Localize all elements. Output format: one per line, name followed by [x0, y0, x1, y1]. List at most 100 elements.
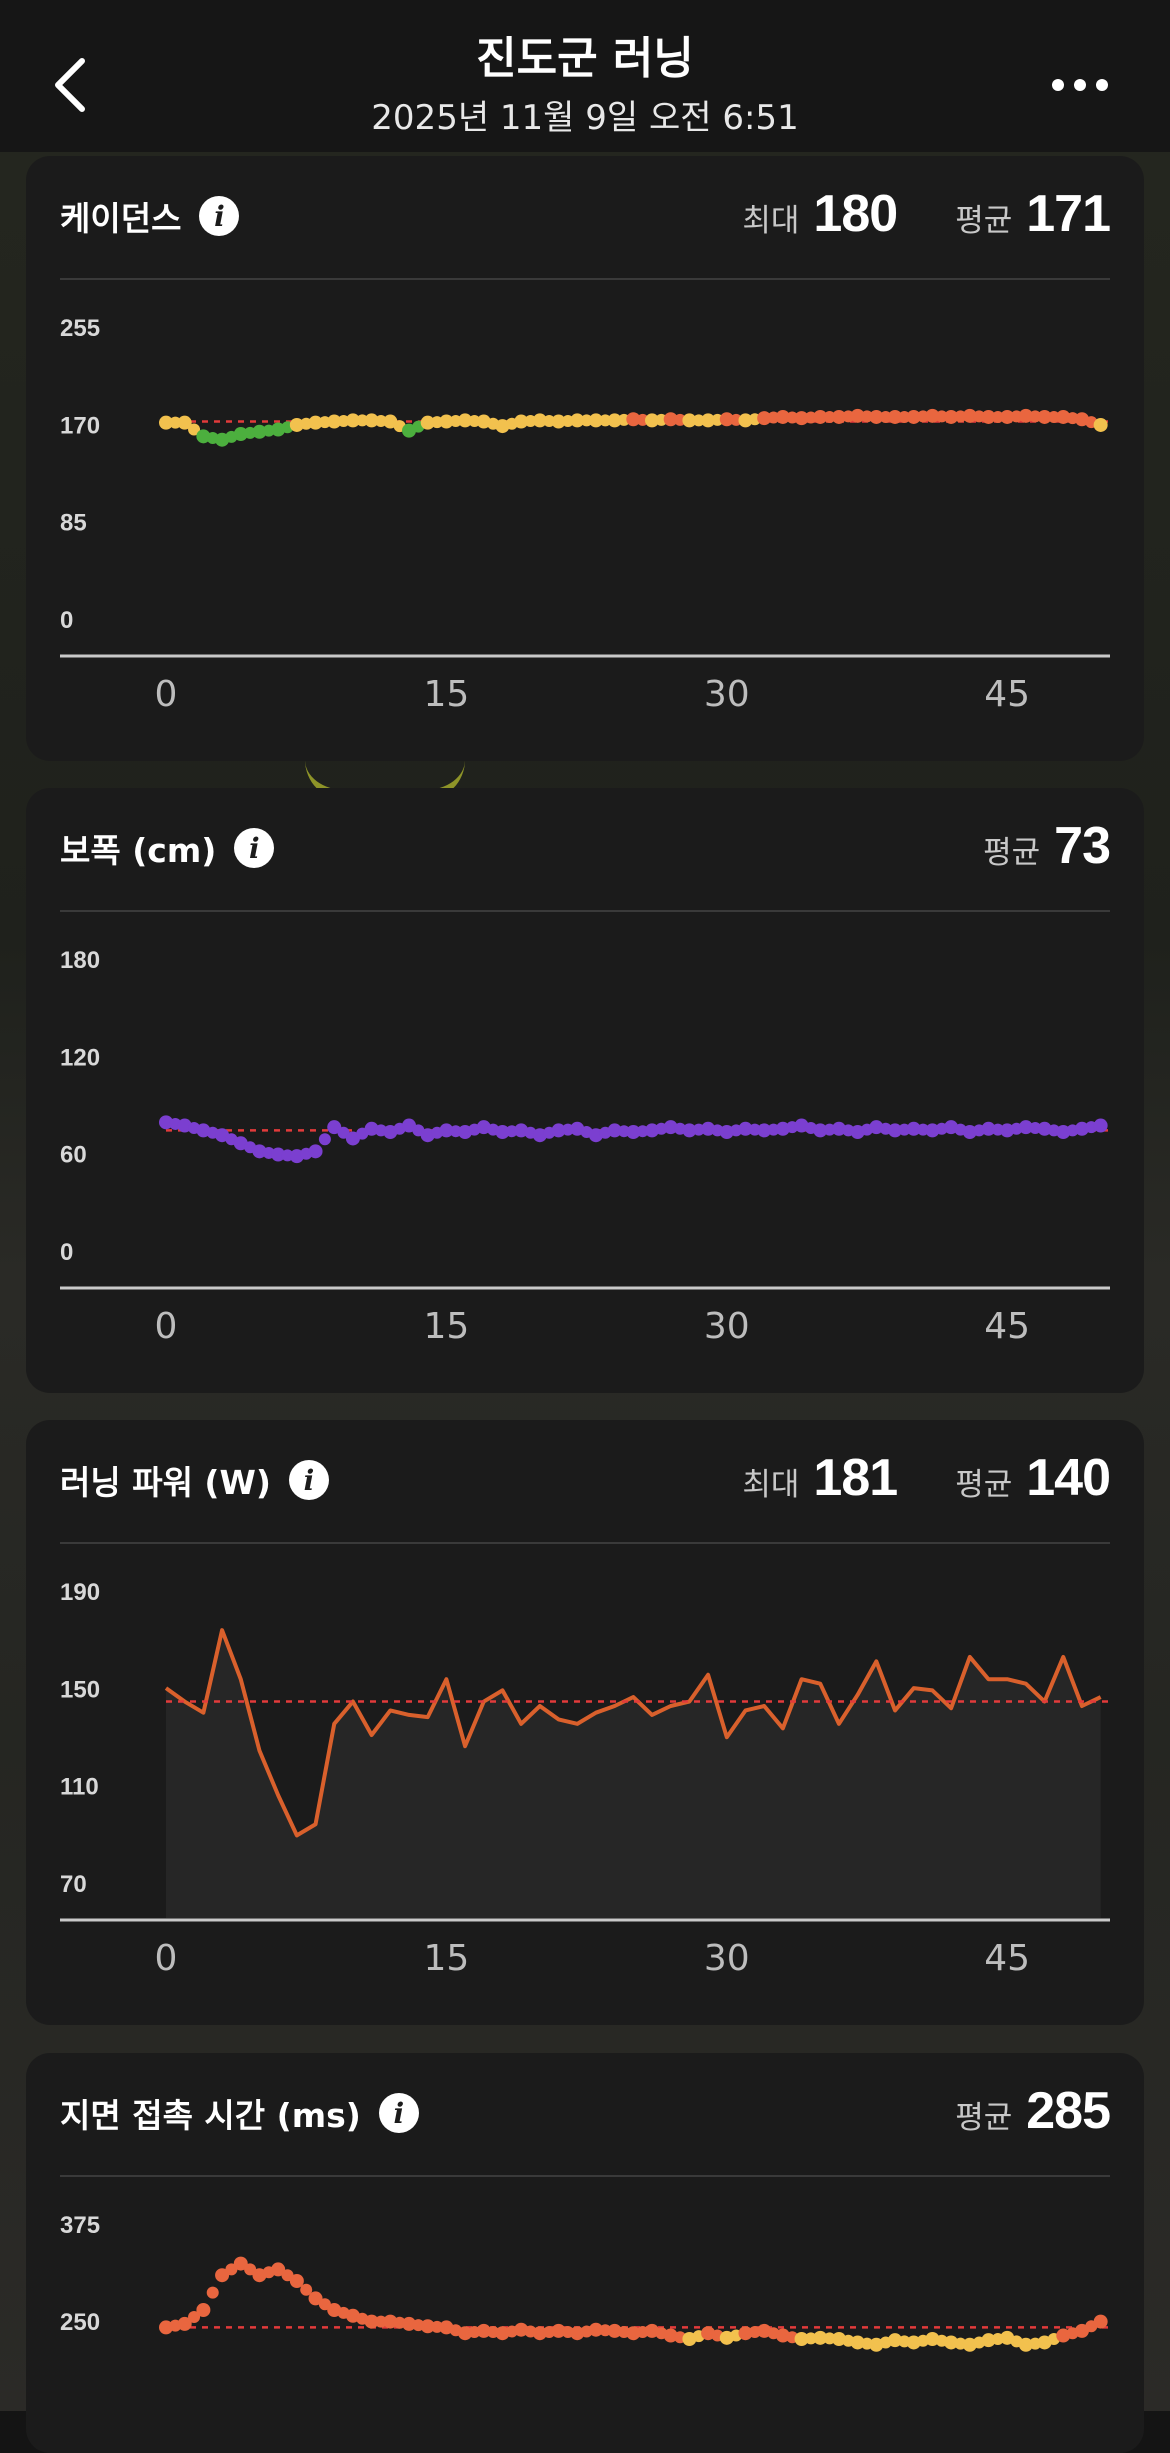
data-point [327, 1120, 342, 1135]
data-point [962, 408, 977, 423]
more-dot-icon [1096, 79, 1108, 91]
data-point [495, 2326, 510, 2341]
card-divider [60, 910, 1110, 912]
data-point [925, 408, 940, 423]
data-point [906, 409, 921, 424]
data-point [1056, 409, 1071, 424]
data-point [345, 413, 360, 428]
info-icon[interactable]: i [378, 2093, 419, 2133]
y-tick-label: 120 [60, 1044, 100, 1071]
stat-label-max: 최대 [742, 1467, 800, 1503]
data-point [289, 2274, 304, 2288]
y-tick-label: 0 [60, 607, 73, 634]
info-icon[interactable]: i [288, 1460, 329, 1500]
x-tick-label: 15 [423, 674, 469, 715]
data-point [252, 424, 267, 439]
data-point [159, 1115, 173, 1130]
data-point [775, 1121, 790, 1136]
data-point [271, 1147, 286, 1162]
data-point [738, 1121, 753, 1136]
more-options-button[interactable] [1040, 60, 1120, 110]
data-point [308, 1144, 323, 1159]
data-point [944, 409, 959, 424]
data-point [1093, 2314, 1108, 2329]
stat-label-avg: 평균 [955, 203, 1013, 239]
data-point [645, 1123, 660, 1138]
y-tick-label: 180 [60, 947, 100, 974]
data-point [701, 1121, 716, 1136]
data-point [289, 417, 304, 432]
data-point [682, 413, 697, 428]
data-point [580, 414, 593, 427]
info-icon[interactable]: i [234, 828, 275, 868]
x-tick-label: 45 [984, 1306, 1030, 1347]
data-point [888, 2333, 903, 2348]
power-series-line [164, 1628, 1102, 1838]
card-title: 케이던스 [60, 199, 182, 238]
data-point [551, 2323, 566, 2338]
data-point [588, 413, 603, 428]
x-tick-label: 30 [704, 1938, 750, 1979]
data-point [458, 2326, 473, 2341]
data-point [599, 414, 612, 427]
y-tick-label: 110 [60, 1774, 99, 1801]
data-point [196, 2303, 211, 2317]
data-point [813, 409, 828, 424]
data-point [177, 415, 192, 430]
data-point [1056, 1125, 1071, 1139]
stat-label-avg: 평균 [983, 835, 1041, 871]
data-point [1093, 1118, 1108, 1133]
data-point [906, 1121, 921, 1136]
card-divider [60, 2175, 1110, 2177]
data-point [775, 409, 790, 424]
data-point [588, 2322, 603, 2337]
stat-value-avg: 140 [1026, 1449, 1111, 1507]
y-tick-label: 250 [60, 2309, 100, 2336]
cadence-chart: 255 170 85 0 0 15 30 45 [60, 315, 1110, 715]
data-point [962, 1125, 977, 1139]
data-point [439, 414, 454, 429]
data-point [663, 412, 678, 427]
page-subtitle: 2025년 11월 9일 오전 6:51 [371, 98, 799, 138]
data-point [364, 2314, 379, 2329]
stride-card: 보폭 (cm) i 평균 73 180 120 60 0 0 15 30 45 [26, 788, 1144, 1393]
more-dot-icon [1052, 79, 1064, 91]
data-point [850, 2335, 865, 2350]
data-point [757, 411, 772, 426]
y-tick-label: 375 [60, 2212, 100, 2239]
data-point [233, 427, 248, 442]
data-point [1047, 410, 1060, 423]
info-icon[interactable]: i [199, 196, 240, 236]
x-tick-label: 30 [704, 1306, 750, 1347]
data-point [607, 1123, 622, 1138]
data-point [420, 415, 435, 430]
y-tick-label: 60 [60, 1142, 87, 1169]
data-point [206, 2286, 219, 2299]
data-point [159, 2320, 173, 2335]
data-point [356, 414, 369, 427]
data-point [188, 423, 201, 436]
stride-chart: 180 120 60 0 0 15 30 45 [60, 947, 1110, 1347]
stat-value-avg: 285 [1026, 2082, 1111, 2140]
data-point [551, 414, 566, 429]
stat-label-avg: 평균 [955, 1467, 1013, 1503]
x-tick-label: 45 [984, 674, 1030, 715]
back-button[interactable] [40, 50, 100, 120]
data-point [439, 1123, 454, 1138]
data-point [551, 1123, 566, 1138]
power-title-row: 러닝 파워 (W) i [60, 1448, 329, 1512]
stride-title-row: 보폭 (cm) i [60, 816, 275, 880]
data-point [514, 414, 529, 429]
x-tick-label: 0 [155, 1306, 178, 1347]
data-point [233, 2256, 248, 2271]
more-dot-icon [1074, 79, 1086, 91]
ground-contact-stats: 평균 285 [955, 2081, 1111, 2145]
data-point [1018, 1120, 1033, 1135]
data-point [402, 2316, 417, 2331]
data-point [1074, 1121, 1089, 1136]
data-point [981, 409, 996, 424]
y-tick-label: 190 [60, 1579, 100, 1606]
data-point [663, 1120, 678, 1135]
data-point [850, 408, 865, 423]
data-point [458, 413, 473, 428]
